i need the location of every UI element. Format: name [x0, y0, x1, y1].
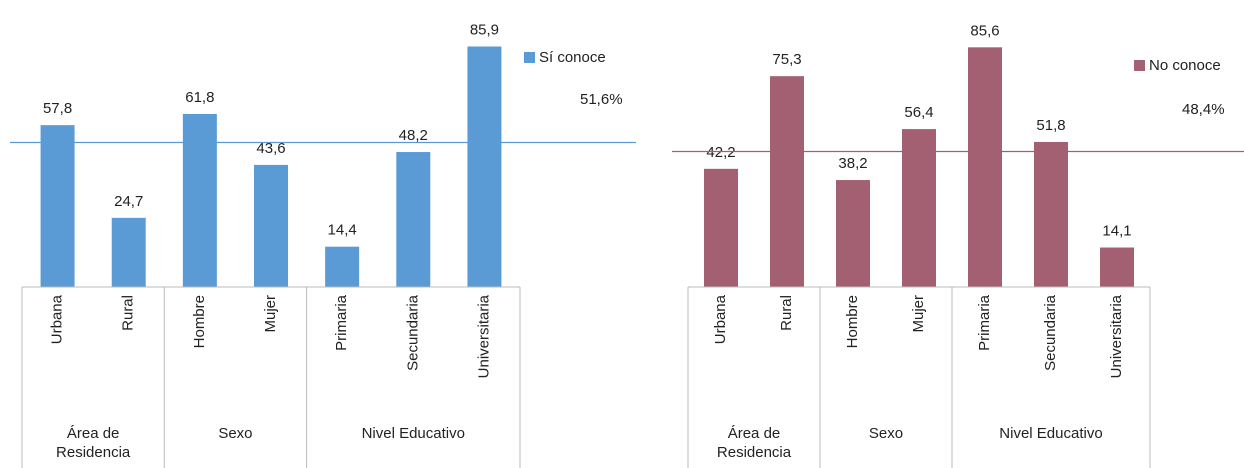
reference-label: 48,4% [1182, 101, 1225, 118]
x-tick-label: Secundaria [404, 294, 421, 371]
value-label: 14,4 [328, 222, 357, 239]
legend-label: Sí conoce [539, 49, 606, 66]
group-label: Área de Residencia [716, 425, 792, 461]
legend-swatch [1134, 60, 1145, 71]
value-label: 85,6 [970, 22, 999, 39]
x-tick-label: Secundaria [1042, 294, 1059, 371]
value-label: 85,9 [470, 21, 499, 38]
legend-swatch [524, 52, 535, 63]
value-label: 51,8 [1036, 117, 1065, 134]
bar [111, 217, 146, 287]
value-label: 75,3 [772, 51, 801, 68]
value-label: 57,8 [43, 100, 72, 117]
bar [325, 246, 360, 287]
bar [1100, 247, 1134, 287]
x-tick-label: Mujer [262, 295, 279, 333]
x-tick-label: Rural [778, 295, 795, 331]
group-label: Sexo [868, 425, 904, 442]
value-label: 24,7 [114, 193, 143, 210]
bar [1034, 141, 1068, 287]
x-tick-label: Urbana [49, 294, 66, 344]
x-tick-label: Mujer [910, 295, 927, 333]
bar [396, 152, 431, 287]
bar [40, 125, 75, 287]
value-label: 38,2 [838, 155, 867, 172]
bar [770, 76, 804, 287]
value-label: 14,1 [1102, 222, 1131, 239]
bar [704, 168, 738, 287]
x-tick-label: Hombre [844, 295, 861, 348]
reference-label: 51,6% [580, 91, 623, 108]
x-tick-label: Primaria [333, 294, 350, 350]
x-tick-label: Universitaria [475, 294, 492, 378]
bar [182, 113, 217, 288]
bar [836, 180, 870, 287]
bar [254, 164, 288, 287]
x-tick-label: Rural [120, 295, 137, 331]
legend-label: No conoce [1149, 57, 1221, 74]
x-tick-label: Urbana [712, 294, 729, 344]
value-label: 43,6 [256, 140, 285, 157]
group-label: Área de Residencia [56, 425, 131, 461]
x-tick-label: Universitaria [1108, 294, 1125, 378]
group-label: Nivel Educativo [999, 425, 1103, 442]
value-label: 42,2 [706, 144, 735, 161]
value-label: 61,8 [185, 89, 214, 106]
group-label: Sexo [218, 425, 253, 442]
group-label: Nivel Educativo [361, 425, 465, 442]
value-label: 56,4 [904, 104, 933, 121]
x-tick-label: Hombre [191, 295, 208, 348]
bar [467, 46, 502, 288]
value-label: 48,2 [399, 127, 428, 144]
x-tick-label: Primaria [976, 294, 993, 350]
bar [968, 47, 1002, 287]
bar [902, 129, 936, 287]
